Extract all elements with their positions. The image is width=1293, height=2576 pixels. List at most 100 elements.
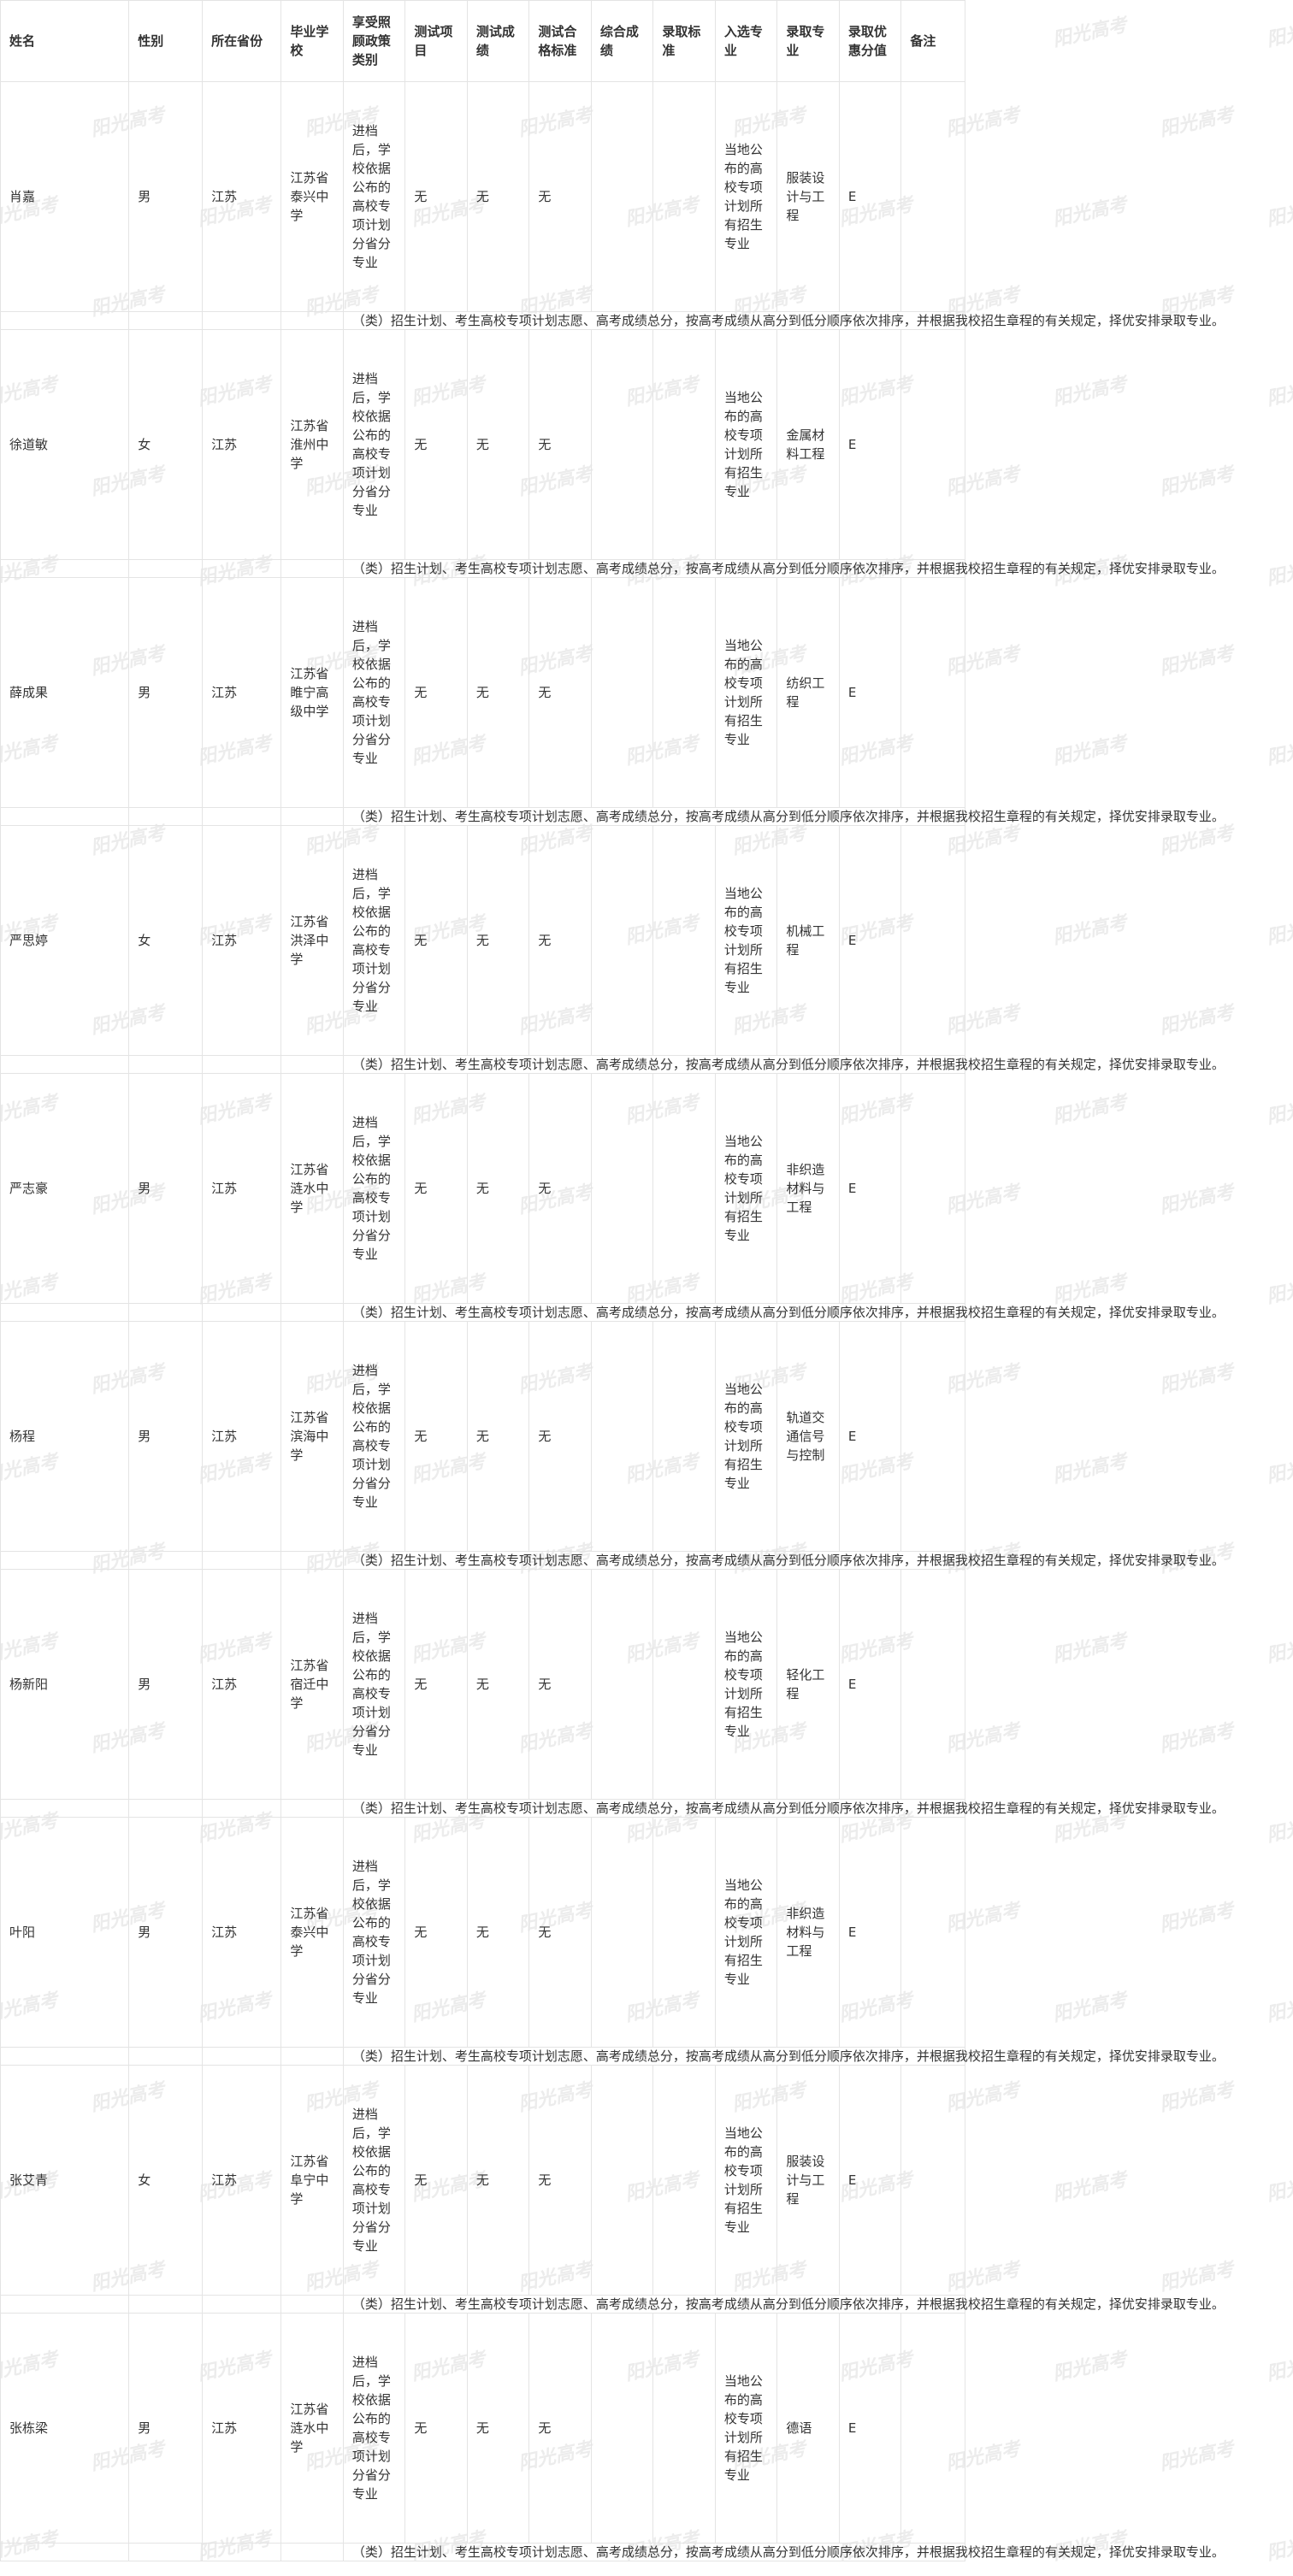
admission-rule-text: （类）招生计划、考生高校专项计划志愿、高考成绩总分，按高考成绩从高分到低分顺序依… [342,311,1225,330]
table-row-rule: （类）招生计划、考生高校专项计划志愿、高考成绩总分，按高考成绩从高分到低分顺序依… [0,1551,1225,1570]
admission-table: 姓名 性别 所在省份 毕业学校 享受照顾政策类别 测试项目 测试成绩 测试合格标… [0,0,1225,2561]
cell-test-item: 无 [404,1569,468,1800]
cell-admitted-major: 非织造材料与工程 [776,1817,840,2048]
watermark-text: 阳光高考 [1050,1989,1130,2026]
cell-school: 江苏省阜宁中学 [280,2065,344,2296]
cell-policy: 进档后，学校依据公布的高校专项计划分省分专业 [342,2313,406,2544]
cell-policy: 进档后，学校依据公布的高校专项计划分省分专业 [342,825,406,1056]
rule-spacer-cell [202,2543,282,2561]
watermark-text: 阳光高考 [1050,911,1130,949]
cell-remark [900,1321,965,1552]
watermark-text: 阳光高考 [1264,193,1293,231]
cell-province: 江苏 [202,1321,282,1552]
watermark-text: 阳光高考 [1157,642,1237,680]
cell-remark [900,2313,965,2544]
table-row-rule: （类）招生计划、考生高校专项计划志愿、高考成绩总分，按高考成绩从高分到低分顺序依… [0,1303,1225,1322]
rule-spacer-cell [0,2047,130,2066]
cell-test-score: 无 [466,1569,530,1800]
cell-school: 江苏省睢宁高级中学 [280,577,344,808]
cell-test-score: 无 [466,329,530,560]
cell-standard [652,81,716,312]
cell-selected-major: 当地公布的高校专项计划所有招生专业 [714,1817,778,2048]
watermark-text: 阳光高考 [1157,1181,1237,1218]
table-row: 薛成果男江苏 江苏省睢宁高级中学 进档后，学校依据公布的高校专项计划分省分专业无无无… [0,577,965,808]
cell-test-score: 无 [466,1817,530,2048]
watermark-text: 阳光高考 [1050,14,1130,51]
table-body: 肖嘉男江苏 江苏省泰兴中学 进档后，学校依据公布的高校专项计划分省分专业无无无当地公… [0,81,1225,2561]
cell-gender: 女 [128,2065,204,2296]
cell-selected-major: 当地公布的高校专项计划所有招生专业 [714,329,778,560]
cell-province: 江苏 [202,1817,282,2048]
cell-school: 江苏省宿迁中学 [280,1569,344,1800]
rule-spacer-cell [0,2295,130,2314]
rule-spacer-cell [202,559,282,578]
cell-remark [900,329,965,560]
cell-school: 江苏省洪泽中学 [280,825,344,1056]
watermark-text: 阳光高考 [1050,373,1130,410]
cell-test-pass: 无 [528,1073,592,1304]
rule-spacer-cell [128,2295,204,2314]
cell-gender: 男 [128,1817,204,2048]
table-row: 叶阳男江苏 江苏省泰兴中学 进档后，学校依据公布的高校专项计划分省分专业无无无当地公… [0,1817,965,2048]
watermark-text: 阳光高考 [1264,911,1293,949]
header-admitted-major: 录取专业 [776,0,840,82]
table-row-rule: （类）招生计划、考生高校专项计划志愿、高考成绩总分，按高考成绩从高分到低分顺序依… [0,1055,1225,1074]
header-province: 所在省份 [202,0,282,82]
rule-spacer-cell [0,807,130,826]
cell-composite [590,2065,654,2296]
rule-spacer-cell [280,1551,344,1570]
cell-composite [590,1817,654,2048]
cell-test-score: 无 [466,2065,530,2296]
cell-gender: 女 [128,329,204,560]
cell-province: 江苏 [202,81,282,312]
rule-spacer-cell [280,2295,344,2314]
cell-test-pass: 无 [528,577,592,808]
watermark-text: 阳光高考 [1050,1630,1130,1667]
rule-spacer-cell [202,1055,282,1074]
cell-test-score: 无 [466,81,530,312]
admission-rule-text: （类）招生计划、考生高校专项计划志愿、高考成绩总分，按高考成绩从高分到低分顺序依… [342,1055,1225,1074]
watermark-text: 阳光高考 [1264,1989,1293,2026]
cell-composite [590,329,654,560]
cell-bonus: E [838,825,902,1056]
cell-selected-major: 当地公布的高校专项计划所有招生专业 [714,2313,778,2544]
watermark-text: 阳光高考 [1264,2348,1293,2385]
header-policy: 享受照顾政策类别 [342,0,406,82]
rule-spacer-cell [202,807,282,826]
cell-remark [900,1569,965,1800]
header-bonus: 录取优惠分值 [838,0,902,82]
cell-gender: 男 [128,1569,204,1800]
header-remark: 备注 [900,0,965,82]
cell-admitted-major: 服装设计与工程 [776,2065,840,2296]
header-selected-major: 入选专业 [714,0,778,82]
cell-composite [590,1569,654,1800]
cell-province: 江苏 [202,329,282,560]
cell-composite [590,81,654,312]
watermark-text: 阳光高考 [1264,14,1293,51]
cell-name: 杨程 [0,1321,130,1552]
watermark-text: 阳光高考 [1050,2168,1130,2206]
cell-remark [900,1073,965,1304]
cell-composite [590,577,654,808]
cell-test-pass: 无 [528,81,592,312]
watermark-text: 阳光高考 [1157,1719,1237,1757]
rule-spacer-cell [202,1551,282,1570]
header-test-item: 测试项目 [404,0,468,82]
admission-rule-text: （类）招生计划、考生高校专项计划志愿、高考成绩总分，按高考成绩从高分到低分顺序依… [342,1303,1225,1322]
watermark-text: 阳光高考 [1157,1360,1237,1398]
cell-bonus: E [838,1569,902,1800]
cell-remark [900,825,965,1056]
watermark-text: 阳光高考 [1264,1091,1293,1129]
cell-name: 张栋梁 [0,2313,130,2544]
rule-spacer-cell [128,2047,204,2066]
cell-policy: 进档后，学校依据公布的高校专项计划分省分专业 [342,1321,406,1552]
admission-rule-text: （类）招生计划、考生高校专项计划志愿、高考成绩总分，按高考成绩从高分到低分顺序依… [342,1551,1225,1570]
header-test-pass: 测试合格标准 [528,0,592,82]
cell-selected-major: 当地公布的高校专项计划所有招生专业 [714,1073,778,1304]
watermark-text: 阳光高考 [1050,193,1130,231]
rule-spacer-cell [0,1551,130,1570]
cell-admitted-major: 德语 [776,2313,840,2544]
table-row-rule: （类）招生计划、考生高校专项计划志愿、高考成绩总分，按高考成绩从高分到低分顺序依… [0,2543,1225,2561]
cell-test-item: 无 [404,1817,468,2048]
cell-test-pass: 无 [528,1569,592,1800]
